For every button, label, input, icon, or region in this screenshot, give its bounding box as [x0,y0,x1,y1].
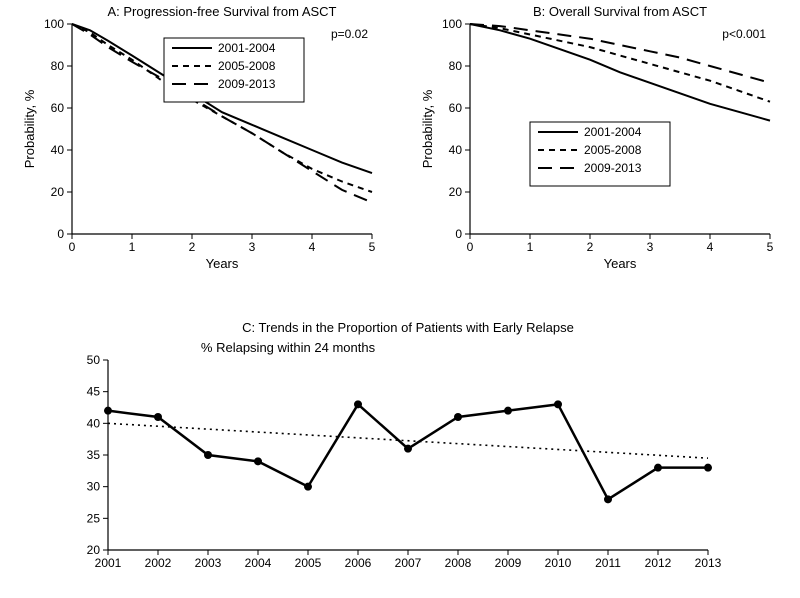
legend-label: 2009-2013 [218,77,276,91]
svg-text:A: Progression-free Survival f: A: Progression-free Survival from ASCT [107,4,336,19]
data-marker [104,407,112,415]
panel-c-subtitle: % Relapsing within 24 months [201,340,376,355]
svg-text:20: 20 [51,185,65,199]
svg-text:4: 4 [707,240,714,254]
svg-text:2001: 2001 [95,556,122,570]
svg-text:1: 1 [527,240,534,254]
data-marker [304,483,312,491]
svg-text:60: 60 [51,101,65,115]
svg-text:Probability, %: Probability, % [420,89,435,168]
svg-text:5: 5 [369,240,376,254]
svg-text:3: 3 [249,240,256,254]
svg-text:2006: 2006 [345,556,372,570]
legend-label: 2001-2004 [218,41,276,55]
data-marker [404,445,412,453]
svg-text:2003: 2003 [195,556,222,570]
svg-text:2009: 2009 [495,556,522,570]
svg-text:20: 20 [449,185,463,199]
data-marker [604,495,612,503]
svg-text:35: 35 [87,448,101,462]
svg-text:B: Overall Survival from ASCT: B: Overall Survival from ASCT [533,4,707,19]
svg-text:2002: 2002 [145,556,172,570]
svg-text:0: 0 [69,240,76,254]
svg-text:25: 25 [87,511,101,525]
data-marker [654,464,662,472]
svg-text:100: 100 [44,17,64,31]
data-marker [204,451,212,459]
data-marker [504,407,512,415]
figure-svg: 012345020406080100YearsProbability, %A: … [0,0,800,598]
legend-label: 2001-2004 [584,125,642,139]
p-value: p=0.02 [331,27,368,41]
p-value: p<0.001 [722,27,766,41]
svg-text:40: 40 [449,143,463,157]
svg-text:0: 0 [57,227,64,241]
svg-text:0: 0 [467,240,474,254]
svg-text:2008: 2008 [445,556,472,570]
svg-text:2: 2 [587,240,594,254]
svg-text:Probability, %: Probability, % [22,89,37,168]
svg-text:100: 100 [442,17,462,31]
data-marker [554,400,562,408]
svg-text:2007: 2007 [395,556,422,570]
svg-text:2005: 2005 [295,556,322,570]
panel-b: 0 1 2 3 4 5 0 20 40 60 80 100 Years Probability, % B: … [420,4,774,271]
svg-text:60: 60 [449,101,463,115]
data-marker [704,464,712,472]
data-marker [354,400,362,408]
data-marker [154,413,162,421]
svg-text:2012: 2012 [645,556,672,570]
svg-text:50: 50 [87,353,101,367]
svg-text:20: 20 [87,543,101,557]
svg-text:1: 1 [129,240,136,254]
legend-label: 2009-2013 [584,161,642,175]
svg-text:2011: 2011 [595,556,621,570]
svg-text:5: 5 [767,240,774,254]
svg-text:40: 40 [87,416,101,430]
svg-text:Years: Years [604,256,637,271]
svg-text:Years: Years [206,256,239,271]
svg-text:3: 3 [647,240,654,254]
data-marker [254,457,262,465]
svg-text:2: 2 [189,240,196,254]
svg-text:2004: 2004 [245,556,272,570]
svg-text:30: 30 [87,480,101,494]
panel-c-title: C: Trends in the Proportion of Patients … [242,320,574,335]
svg-text:4: 4 [309,240,316,254]
svg-text:2010: 2010 [545,556,572,570]
legend-label: 2005-2008 [584,143,642,157]
legend-label: 2005-2008 [218,59,276,73]
panel-a: 0 1 2 3 4 5 0 20 40 60 80 100 Years Probability, % A: … [22,4,376,271]
svg-text:45: 45 [87,385,101,399]
figure-container: { "panelA": { "type": "line", "title": "… [0,0,800,598]
svg-text:0: 0 [455,227,462,241]
data-marker [454,413,462,421]
svg-text:2013: 2013 [695,556,722,570]
trend-line [108,423,708,458]
panel-c: C: Trends in the Proportion of Patients … [87,320,722,570]
svg-text:40: 40 [51,143,65,157]
svg-text:80: 80 [51,59,65,73]
svg-text:80: 80 [449,59,463,73]
